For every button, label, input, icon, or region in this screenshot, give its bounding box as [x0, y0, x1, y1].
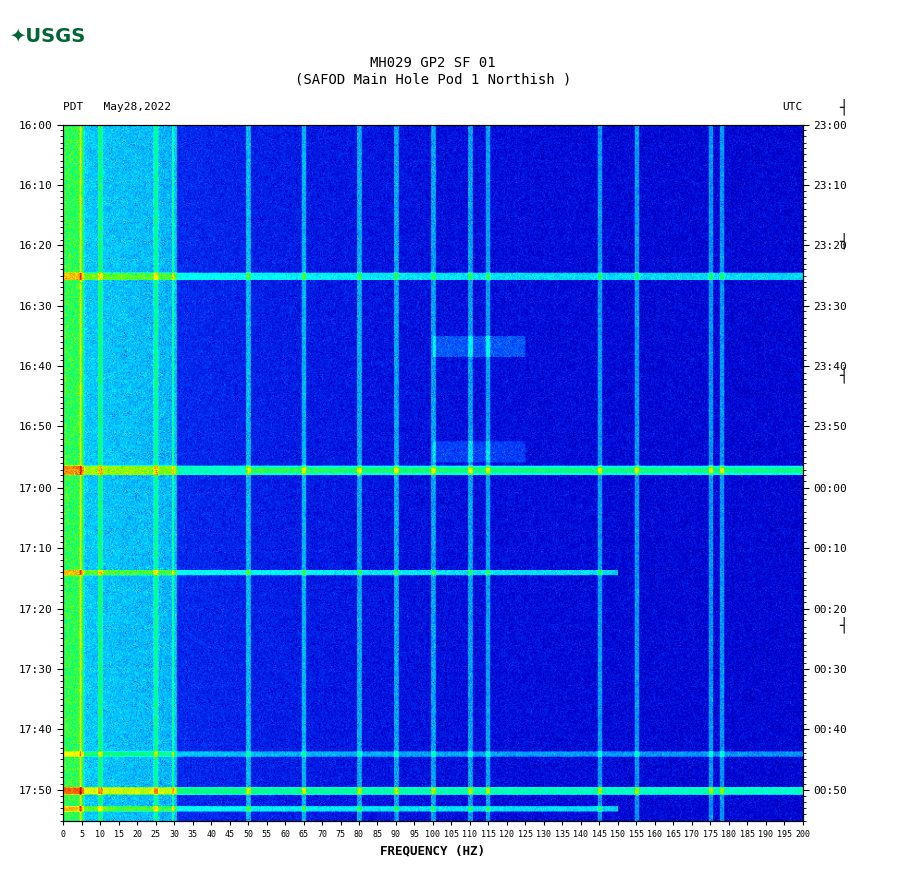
Text: ✦USGS: ✦USGS — [9, 27, 86, 45]
Text: ┤: ┤ — [839, 99, 847, 115]
Text: PDT   May28,2022: PDT May28,2022 — [63, 102, 171, 112]
Text: ┤: ┤ — [839, 367, 847, 383]
Text: ┤: ┤ — [839, 233, 847, 249]
Title: MH029 GP2 SF 01
(SAFOD Main Hole Pod 1 Northish ): MH029 GP2 SF 01 (SAFOD Main Hole Pod 1 N… — [295, 56, 571, 87]
X-axis label: FREQUENCY (HZ): FREQUENCY (HZ) — [381, 844, 485, 857]
Text: UTC: UTC — [783, 102, 803, 112]
Text: ┤: ┤ — [839, 616, 847, 632]
